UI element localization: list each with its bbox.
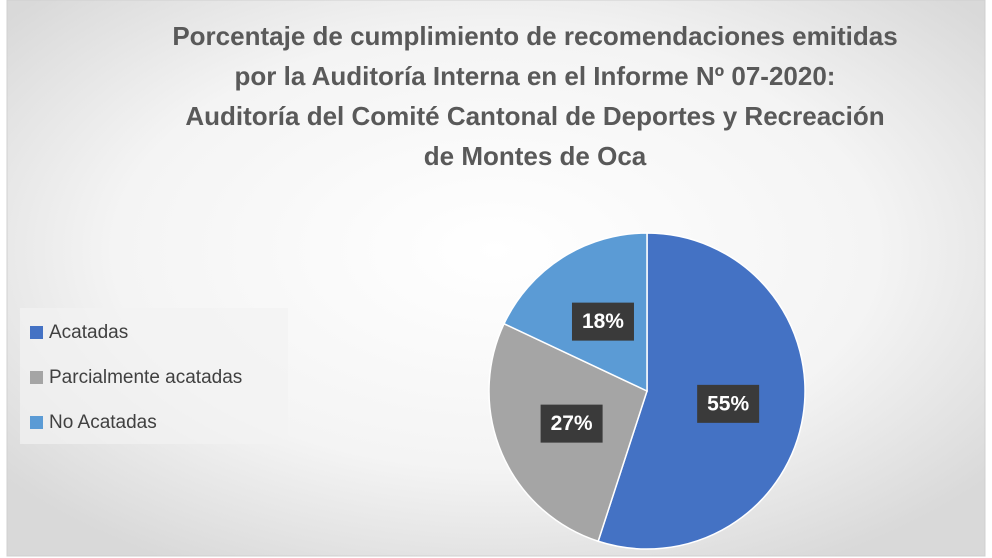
chart-title: de Montes de Oca (424, 141, 647, 171)
data-label-box (697, 384, 760, 423)
legend-label: No Acatadas (49, 412, 157, 433)
data-label: 55% (707, 392, 749, 415)
legend-label: Acatadas (49, 322, 128, 343)
data-label: 18% (582, 310, 624, 333)
legend-swatch (30, 326, 43, 339)
chart-title: Auditoría del Comité Cantonal de Deporte… (185, 101, 884, 131)
chart-title: Porcentaje de cumplimiento de recomendac… (172, 21, 897, 51)
chart-title: por la Auditoría Interna en el Informe N… (235, 61, 836, 91)
legend-swatch (30, 416, 43, 429)
chart-background (6, 0, 986, 557)
data-label: 27% (551, 412, 593, 435)
legend-label: Parcialmente acatadas (49, 367, 242, 388)
data-label-box (571, 302, 634, 341)
legend-swatch (30, 371, 43, 384)
data-label-box (540, 404, 603, 443)
legend-box (20, 308, 288, 444)
